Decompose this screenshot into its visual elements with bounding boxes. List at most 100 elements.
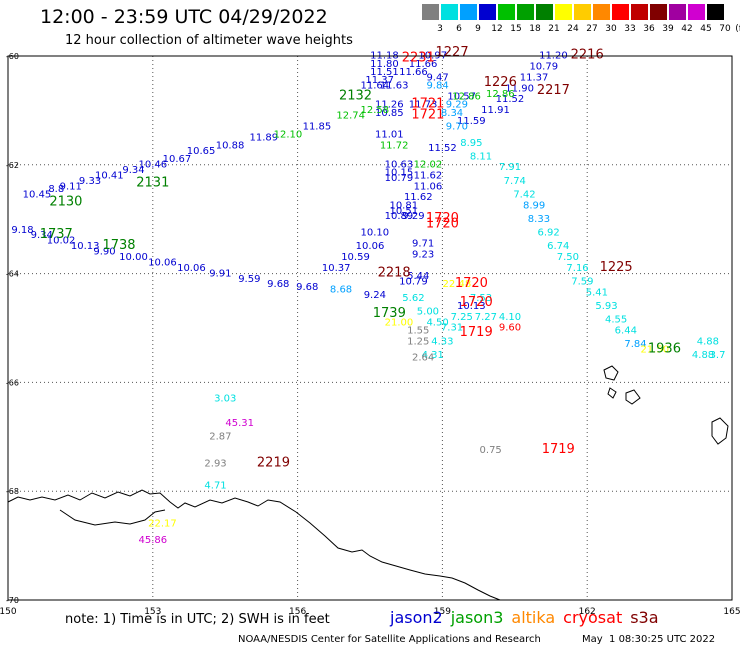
legend-label: 12 <box>491 24 503 34</box>
wave-height-label: 10.59 <box>341 252 370 263</box>
legend-swatch <box>479 4 496 20</box>
wave-height-label: 10.37 <box>322 263 351 274</box>
lat-tick-label: -62 <box>6 161 19 170</box>
wave-height-label: 5.93 <box>595 301 617 312</box>
lon-tick-label: 162 <box>579 607 596 617</box>
wave-height-label: 8.8 <box>48 184 64 195</box>
wave-height-label: 45.86 <box>138 535 167 546</box>
legend-label: 15 <box>510 24 522 34</box>
satellite-label: jason2 <box>390 608 443 627</box>
wave-height-label: 8.34 <box>441 108 463 119</box>
wave-height-label: 4.55 <box>605 315 627 326</box>
wave-height-label: 11.66 <box>399 67 428 78</box>
legend-label: 42 <box>681 24 693 34</box>
wave-height-label: 9.11 <box>60 181 82 192</box>
page-title: 12:00 - 23:59 UTC 04/29/2022 <box>40 6 328 28</box>
wave-height-label: 11.37 <box>520 72 549 83</box>
pass-time-label: 2217 <box>537 83 570 98</box>
wave-height-label: 9.18 <box>11 225 33 236</box>
pass-time-label: 1226 <box>484 75 517 90</box>
legend-label: 70 <box>719 24 731 34</box>
wave-height-label: 3.03 <box>214 393 236 404</box>
wave-height-label: 2.64 <box>412 353 434 364</box>
lon-tick-label: 165 <box>723 607 740 617</box>
wave-height-label: 12.02 <box>414 160 443 171</box>
wave-height-label: 10.85 <box>375 108 404 119</box>
wave-height-label: 6.74 <box>547 241 569 252</box>
credit-line: NOAA/NESDIS Center for Satellite Applica… <box>238 634 541 645</box>
pass-time-label: 1719 <box>460 325 493 340</box>
wave-height-label: 3.7 <box>710 350 726 361</box>
wave-height-label: 8.68 <box>330 285 352 296</box>
wave-height-label: 6.44 <box>615 325 637 336</box>
wave-height-label: 10.79 <box>399 276 428 287</box>
wave-height-label: 12.86 <box>486 89 515 100</box>
wave-height-label: 11.80 <box>370 59 399 70</box>
page-subtitle: 12 hour collection of altimeter wave hei… <box>65 33 353 48</box>
wave-height-label: 11.73 <box>409 100 438 111</box>
wave-height-label: 12.74 <box>336 111 365 122</box>
wave-height-label: 10.00 <box>119 252 148 263</box>
wave-height-label: 10.79 <box>529 62 558 73</box>
wave-height-label: 7.50 <box>557 252 579 263</box>
legend-label: 9 <box>475 24 481 34</box>
wave-height-label: 7.53 <box>470 293 492 304</box>
pass-time-label: 1720 <box>426 216 459 231</box>
pass-time-label: 2130 <box>49 195 82 210</box>
island-outline <box>625 389 641 405</box>
wave-height-label: 11.51 <box>370 67 399 78</box>
pass-time-label: 2216 <box>571 48 604 63</box>
wave-height-label: 11.37 <box>365 75 394 86</box>
legend-swatch <box>707 4 724 20</box>
lat-tick-label: -66 <box>6 378 19 387</box>
pass-time-label: 1739 <box>373 306 406 321</box>
wave-height-label: 9.59 <box>238 274 260 285</box>
wave-height-label: 22.17 <box>148 519 177 530</box>
wave-height-label: 5.44 <box>407 271 429 282</box>
wave-height-label: 7.91 <box>499 162 521 173</box>
wave-height-label: 10.88 <box>216 140 245 151</box>
wave-height-label: 10.45 <box>23 189 52 200</box>
wave-height-label: 2.87 <box>209 432 231 443</box>
wave-height-label: 6.92 <box>537 228 559 239</box>
legend-swatch <box>555 4 572 20</box>
satellite-label: s3a <box>630 608 659 627</box>
legend-swatch <box>460 4 477 20</box>
pass-time-label: 1720 <box>460 295 493 310</box>
coastline-inlet <box>59 509 166 526</box>
wave-height-label: 9.71 <box>412 238 434 249</box>
pass-time-label: 2218 <box>378 265 411 280</box>
wave-height-label: 11.52 <box>428 143 457 154</box>
pass-time-label: 1738 <box>102 238 135 253</box>
wave-height-label: 10.13 <box>457 301 486 312</box>
pass-time-label: 1720 <box>426 211 459 226</box>
wave-height-label: 10.41 <box>95 170 124 181</box>
wave-height-label: 9.23 <box>412 249 434 260</box>
legend-swatch <box>669 4 686 20</box>
wave-height-label: 11.26 <box>375 100 404 111</box>
wave-height-label: 10.10 <box>361 228 390 239</box>
wave-height-label: 11.66 <box>409 59 438 70</box>
wave-height-label: 4.88 <box>692 350 714 361</box>
legend-swatch <box>650 4 667 20</box>
wave-height-label: 10.57 <box>447 92 476 103</box>
legend-label: 3 <box>437 24 443 34</box>
wave-height-label: 9.47 <box>426 72 448 83</box>
wave-height-label: 9.68 <box>267 279 289 290</box>
wave-height-label: 9.68 <box>296 282 318 293</box>
legend-label: 6 <box>456 24 462 34</box>
pass-time-label: 1227 <box>436 45 469 60</box>
lon-tick-label: 150 <box>0 607 17 617</box>
map-frame <box>7 55 733 601</box>
legend-swatch <box>574 4 591 20</box>
wave-height-label: 11.63 <box>380 81 409 92</box>
satellite-label: altika <box>511 608 556 627</box>
wave-height-label: 7.42 <box>513 189 535 200</box>
wave-height-label: 1.55 <box>407 325 429 336</box>
wave-height-label: 4.10 <box>499 312 521 323</box>
wave-height-label: 45.31 <box>225 418 254 429</box>
pass-time-label: 1720 <box>455 276 488 291</box>
satellite-legend: jason2 jason3 altika cryosat s3a <box>390 608 667 627</box>
